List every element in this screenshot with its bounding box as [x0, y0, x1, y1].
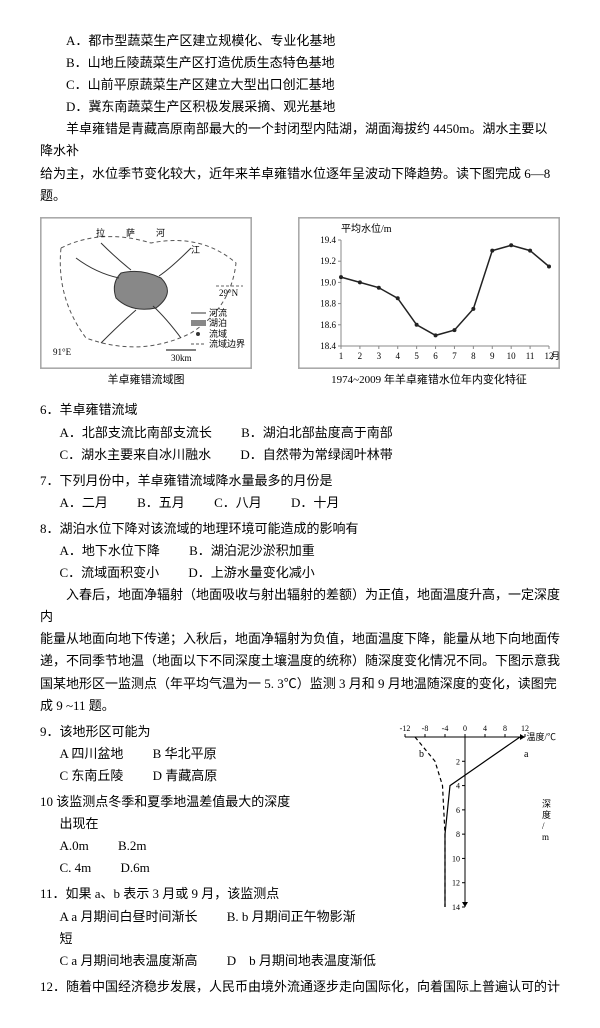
svg-text:8: 8 [456, 830, 460, 839]
svg-text:温度/℃: 温度/℃ [526, 731, 556, 742]
svg-text:9: 9 [490, 351, 495, 361]
svg-text:3: 3 [377, 351, 382, 361]
svg-text:a: a [524, 749, 529, 760]
svg-text:19.2: 19.2 [320, 256, 336, 266]
svg-text:2: 2 [456, 757, 460, 766]
svg-text:2: 2 [358, 351, 363, 361]
svg-text:湖泊: 湖泊 [209, 318, 227, 328]
q8-stem: 8．湖泊水位下降对该流域的地理环境可能造成的影响有 [40, 518, 560, 540]
svg-text:6: 6 [456, 806, 460, 815]
q8-b: B．湖泊泥沙淤积加重 [189, 543, 315, 558]
svg-text:4: 4 [456, 781, 460, 790]
svg-text:14: 14 [452, 903, 460, 912]
paragraph-1: 入春后，地面净辐射（地面吸收与射出辐射的差额）为正值，地面温度升高，一定深度内 [40, 584, 560, 628]
svg-text:7: 7 [452, 351, 457, 361]
map-caption: 羊卓雍错流域图 [40, 371, 252, 390]
svg-text:19.4: 19.4 [320, 235, 336, 245]
svg-text:-4: -4 [442, 724, 449, 733]
q11-options-2: C a 月期间地表温度渐高 D b 月期间地表温度渐低 [40, 950, 560, 972]
scale-label: 30km [171, 353, 192, 363]
lon-label: 91°E [53, 347, 72, 357]
q10-a: A.0m [60, 838, 89, 853]
svg-text:5: 5 [414, 351, 419, 361]
intro-paragraph-1: 羊卓雍错是青藏高原南部最大的一个封闭型内陆湖，湖面海拔约 4450m。湖水主要以… [40, 118, 560, 162]
svg-text:-8: -8 [422, 724, 429, 733]
q8-a: A．地下水位下降 [60, 543, 160, 558]
q7-a: A．二月 [60, 495, 108, 510]
svg-text:萨: 萨 [126, 228, 135, 238]
svg-text:拉: 拉 [96, 227, 105, 238]
svg-text:8: 8 [471, 351, 476, 361]
q10-c: C. 4m [60, 860, 92, 875]
svg-text:江: 江 [191, 245, 200, 255]
q6-options-1: A．北部支流比南部支流长 B．湖泊北部盐度高于南部 [40, 422, 560, 444]
q9-b: B 华北平原 [153, 746, 217, 761]
q9-a: A 四川盆地 [60, 746, 124, 761]
q12-stem: 12．随着中国经济稳步发展，人民币由境外流通逐步走向国际化，向着国际上普遍认可的… [40, 976, 560, 998]
svg-text:流域边界: 流域边界 [209, 338, 245, 349]
map-figure: 拉 萨 河 江 29°N 91°E 30km 河流 湖泊 流域 流域边界 [40, 217, 252, 369]
q6-b: B．湖泊北部盐度高于南部 [241, 425, 393, 440]
q10-d: D.6m [121, 860, 150, 875]
svg-text:19.0: 19.0 [320, 277, 336, 287]
q7-options: A．二月 B．五月 C．八月 D．十月 [40, 492, 560, 514]
svg-text:10: 10 [452, 854, 460, 863]
depth-temp-chart: -12-8-4048122468101214温度/℃深度/mab [390, 717, 560, 924]
svg-text:10: 10 [507, 351, 517, 361]
q8-options-2: C．流域面积变小 D．上游水量变化减小 [40, 562, 560, 584]
svg-text:b: b [419, 749, 424, 760]
option-a: A．都市型蔬菜生产区建立规模化、专业化基地 [40, 30, 560, 52]
q8-options-1: A．地下水位下降 B．湖泊泥沙淤积加重 [40, 540, 560, 562]
svg-text:4: 4 [483, 724, 487, 733]
svg-text:平均水位/m: 平均水位/m [341, 222, 392, 235]
paragraph-2: 能量从地面向地下传递；入秋后，地面净辐射为负值，地面温度下降，能量从地下向地面传… [40, 628, 560, 694]
svg-text:流域: 流域 [209, 328, 227, 339]
q9-d: D 青藏高原 [153, 768, 218, 783]
option-b: B．山地丘陵蔬菜生产区打造优质生态特色基地 [40, 52, 560, 74]
svg-text:8: 8 [503, 724, 507, 733]
option-d: D．冀东南蔬菜生产区积极发展采摘、观光基地 [40, 96, 560, 118]
q11-d: D b 月期间地表温度渐低 [227, 953, 376, 968]
svg-text:6: 6 [433, 351, 438, 361]
q6-d: D．自然带为常绿阔叶林带 [240, 447, 392, 462]
q7-d: D．十月 [291, 495, 339, 510]
q6-c: C．湖水主要来自冰川融水 [60, 447, 212, 462]
q8-c: C．流域面积变小 [60, 565, 160, 580]
lat-label: 29°N [219, 288, 239, 298]
option-c: C．山前平原蔬菜生产区建立大型出口创汇基地 [40, 74, 560, 96]
svg-text:河: 河 [156, 227, 165, 238]
svg-text:0: 0 [463, 724, 467, 733]
water-level-chart: 平均水位/m 19.4 19.2 19.0 18.8 18.6 18.41 2 3 4 5 6 7 8 9 1… [298, 217, 560, 369]
q7-b: B．五月 [137, 495, 185, 510]
svg-text:18.4: 18.4 [320, 341, 336, 351]
svg-text:-12: -12 [400, 724, 411, 733]
svg-text:深度/m: 深度/m [542, 799, 551, 842]
svg-text:河流: 河流 [209, 307, 227, 318]
q6-a: A．北部支流比南部支流长 [60, 425, 212, 440]
q6-stem: 6．羊卓雍错流域 [40, 399, 560, 421]
svg-text:11: 11 [526, 351, 535, 361]
intro-paragraph-2: 给为主，水位季节变化较大，近年来羊卓雍错水位逐年呈波动下降趋势。读下图完成 6—… [40, 163, 560, 207]
svg-text:1: 1 [339, 351, 344, 361]
q9-c: C 东南丘陵 [60, 768, 124, 783]
chart-caption: 1974~2009 年羊卓雍错水位年内变化特征 [298, 371, 560, 390]
svg-text:月份: 月份 [551, 350, 559, 361]
q6-options-2: C．湖水主要来自冰川融水 D．自然带为常绿阔叶林带 [40, 444, 560, 466]
q11-c: C a 月期间地表温度渐高 [60, 953, 198, 968]
q10-b: B.2m [118, 838, 147, 853]
paragraph-3: 成 9 ~11 题。 [40, 695, 560, 717]
q8-d: D．上游水量变化减小 [188, 565, 314, 580]
q7-c: C．八月 [214, 495, 262, 510]
svg-text:18.6: 18.6 [320, 320, 336, 330]
svg-text:12: 12 [452, 878, 460, 887]
q11-a: A a 月期间白昼时间渐长 [60, 909, 198, 924]
svg-text:4: 4 [395, 351, 400, 361]
svg-text:18.8: 18.8 [320, 298, 336, 308]
q7-stem: 7．下列月份中，羊卓雍错流域降水量最多的月份是 [40, 470, 560, 492]
